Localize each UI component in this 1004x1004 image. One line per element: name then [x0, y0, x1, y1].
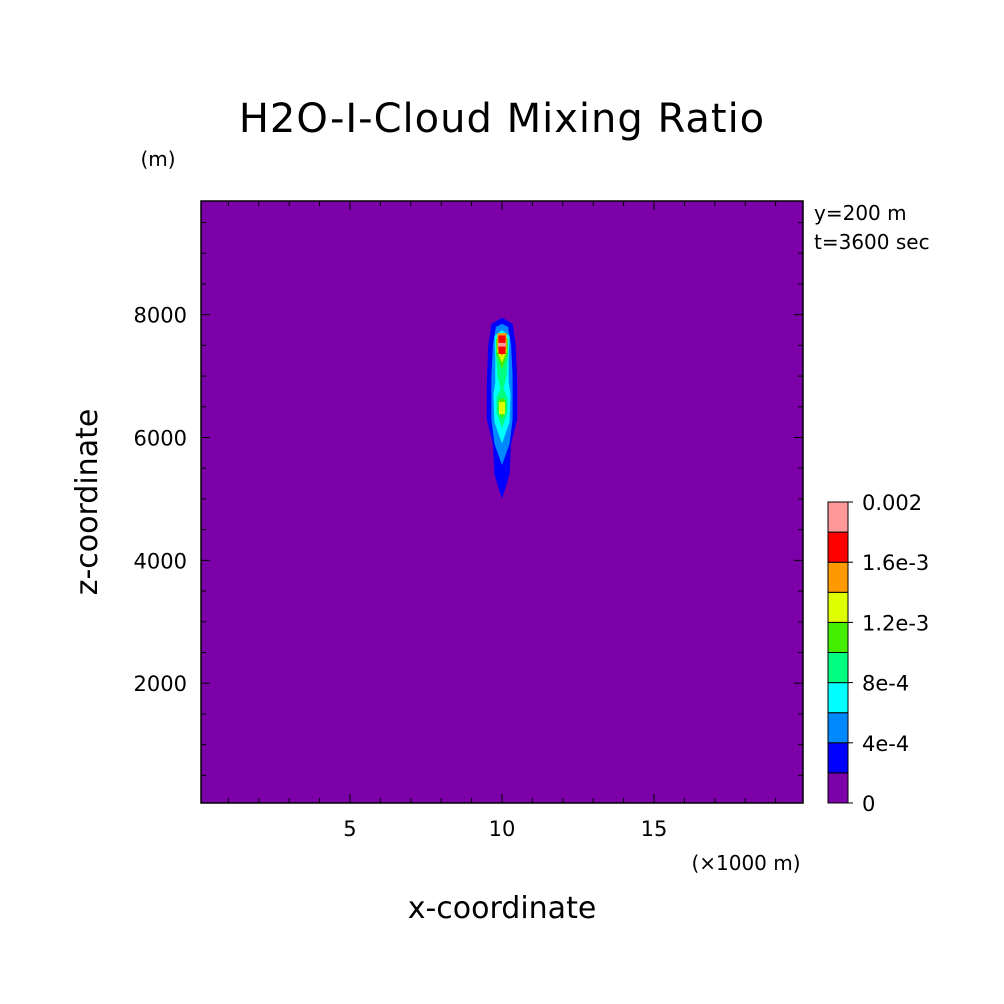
annotation-y: y=200 m	[814, 201, 907, 225]
y-tick-label: 6000	[134, 427, 187, 451]
colorbar-swatch	[827, 682, 849, 714]
x-tick-label: 15	[641, 817, 668, 841]
colorbar-swatch	[827, 652, 849, 684]
x-tick-label: 10	[489, 817, 516, 841]
chart-title: H2O-I-Cloud Mixing Ratio	[239, 96, 765, 142]
x-tick-label: 5	[343, 817, 356, 841]
colorbar-label: 0	[862, 792, 875, 816]
colorbar-label: 8e-4	[862, 672, 909, 696]
y-axis-label: z-coordinate	[70, 409, 105, 596]
colorbar-label: 1.6e-3	[862, 551, 929, 575]
colorbar-label: 0.002	[862, 491, 922, 515]
colorbar-swatch	[827, 561, 849, 593]
colorbar-swatch	[827, 501, 849, 533]
colorbar-swatch	[827, 742, 849, 774]
background-level-0	[201, 201, 803, 803]
colorbar-swatch	[827, 712, 849, 744]
colorbar-label: 4e-4	[862, 732, 909, 756]
y-tick-label: 4000	[134, 549, 187, 573]
x-unit-label: (×1000 m)	[691, 851, 800, 875]
colorbar: 0 4e-4 8e-4 1.2e-3 1.6e-3 0.002	[827, 491, 929, 816]
x-axis-label: x-coordinate	[408, 891, 597, 926]
annotation-t: t=3600 sec	[814, 230, 930, 254]
colorbar-swatch	[827, 621, 849, 654]
contour-region-11	[498, 342, 506, 347]
y-tick-label: 8000	[134, 304, 187, 328]
y-unit-label: (m)	[140, 147, 175, 171]
colorbar-swatch	[827, 531, 849, 563]
plot-area	[201, 201, 803, 803]
colorbar-swatch	[827, 591, 849, 623]
contour-region-7	[499, 401, 505, 415]
y-tick-label: 2000	[134, 672, 187, 696]
colorbar-label: 1.2e-3	[862, 611, 929, 635]
axes: 5 10 15 2000 4000 6000 8000	[134, 200, 804, 841]
colorbar-swatch	[827, 772, 849, 804]
